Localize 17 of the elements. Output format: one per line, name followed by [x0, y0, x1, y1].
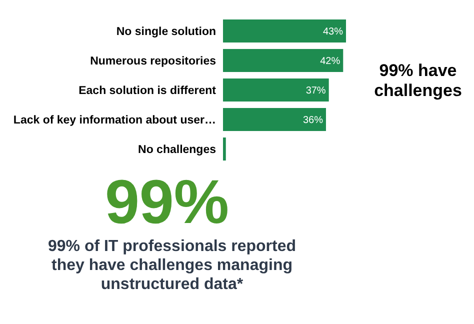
bar — [223, 108, 326, 132]
bar — [223, 78, 329, 102]
data-label: 43% — [322, 26, 344, 38]
data-label: 42% — [320, 56, 340, 67]
bar — [223, 19, 346, 42]
data-label: 36% — [302, 115, 324, 126]
y-tick-label: No single solution — [116, 26, 216, 38]
text: 99% — [104, 168, 230, 237]
text: 99% of IT professionals reported they have challenges managing unstructured data* — [48, 238, 296, 293]
y-tick-label: Each solution is different — [78, 85, 216, 98]
y-tick-label: Numerous repositories — [90, 56, 216, 68]
text: 99% have challenges — [374, 61, 462, 100]
data-label: 37% — [306, 86, 326, 96]
bar — [223, 138, 226, 161]
y-tick-label: No challenges — [138, 144, 216, 156]
bar — [223, 48, 344, 72]
y-tick-label: Lack of key information about user… — [13, 114, 216, 127]
